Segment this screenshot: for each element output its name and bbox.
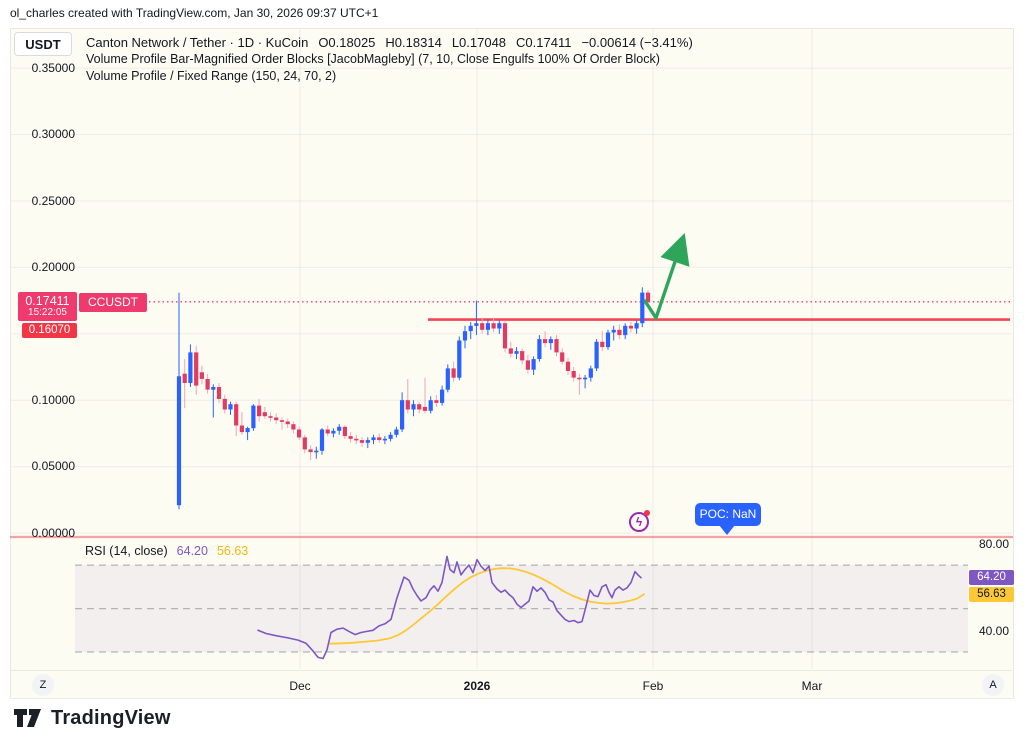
time-axis-label-feb: Feb bbox=[642, 679, 664, 693]
price-label: 0.30000 bbox=[31, 127, 75, 141]
lightning-glyph: ϟ bbox=[635, 515, 643, 529]
rsi-axis-80: 80.00 bbox=[978, 537, 1010, 551]
poc-tooltip: POC: NaN bbox=[695, 503, 761, 526]
price-label: 0.20000 bbox=[31, 260, 75, 274]
attribution-text: ol_charles created with TradingView.com,… bbox=[10, 6, 379, 20]
lightning-icon[interactable]: ϟ bbox=[629, 512, 649, 532]
price-label: 0.05000 bbox=[31, 459, 75, 473]
ohlc-open: O0.18025 bbox=[318, 35, 376, 50]
symbol-price-label: CCUSDT bbox=[79, 293, 147, 312]
price-label: 0.25000 bbox=[31, 194, 75, 208]
price-label: 0.00000 bbox=[31, 526, 75, 540]
price-label: 0.10000 bbox=[31, 393, 75, 407]
rsi-value-badge: 64.20 bbox=[969, 570, 1014, 585]
rsi-axis-40: 40.00 bbox=[978, 624, 1010, 638]
symbol-legend: Canton Network / Tether · 1D · KuCoin O0… bbox=[86, 35, 693, 50]
rsi-ma-badge: 56.63 bbox=[969, 587, 1014, 602]
price-label: 0.35000 bbox=[31, 61, 75, 75]
tradingview-logo-text: TradingView bbox=[51, 707, 171, 729]
last-price-badge: 0.17411 15:22:05 bbox=[18, 292, 77, 321]
bar-countdown-timer: 15:22:05 bbox=[28, 306, 67, 318]
indicator-legend-order-blocks[interactable]: Volume Profile Bar-Magnified Order Block… bbox=[86, 52, 660, 66]
ohlc-low: L0.17048 bbox=[451, 35, 507, 50]
time-axis-label-mar: Mar bbox=[801, 679, 823, 693]
scroll-left-button[interactable]: Z bbox=[32, 674, 54, 696]
currency-toggle-button[interactable]: USDT bbox=[14, 32, 72, 56]
last-price-value: 0.17411 bbox=[25, 293, 70, 308]
rsi-title[interactable]: RSI (14, close) bbox=[85, 544, 168, 558]
scroll-right-button[interactable]: A bbox=[982, 674, 1004, 696]
chart-background bbox=[10, 28, 1014, 698]
lightning-alert-dot bbox=[644, 510, 650, 516]
poc-tooltip-tail bbox=[719, 525, 735, 535]
ohlc-high: H0.18314 bbox=[385, 35, 442, 50]
rsi-value: 64.20 bbox=[176, 544, 208, 558]
rsi-legend: RSI (14, close) 64.20 56.63 bbox=[85, 544, 248, 558]
time-axis-label-2026: 2026 bbox=[463, 679, 491, 693]
symbol-title[interactable]: Canton Network / Tether · 1D · KuCoin bbox=[86, 35, 309, 50]
indicator-legend-volume-profile[interactable]: Volume Profile / Fixed Range (150, 24, 7… bbox=[86, 69, 337, 83]
time-axis-label-dec: Dec bbox=[289, 679, 311, 693]
ohlc-close: C0.17411 bbox=[516, 35, 572, 50]
tradingview-logo-mark bbox=[14, 708, 41, 727]
level-price-badge: 0.16070 bbox=[22, 323, 77, 338]
ohlc-change: −0.00614 (−3.41%) bbox=[581, 35, 693, 50]
tradingview-logo[interactable]: TradingView bbox=[14, 707, 171, 730]
rsi-ma-value: 56.63 bbox=[216, 544, 249, 558]
